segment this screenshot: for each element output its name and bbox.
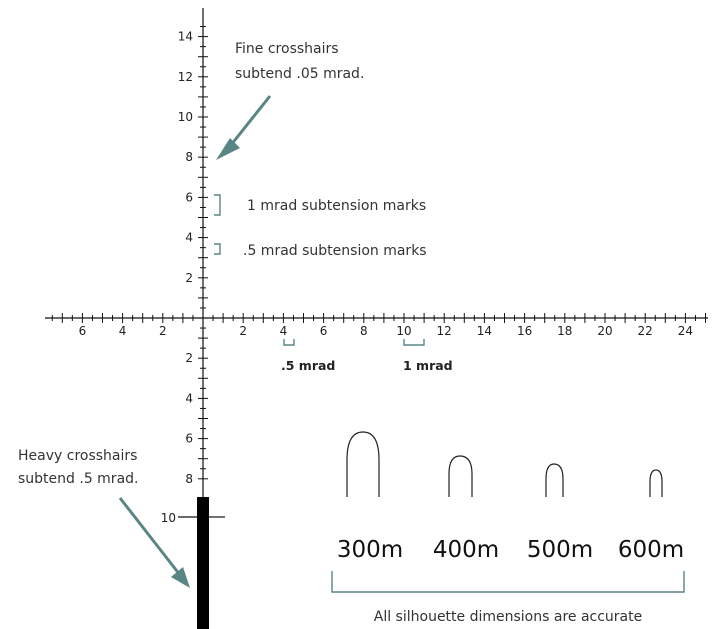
vertical-tick-label: 8 (185, 150, 193, 164)
horizontal-tick-label: 2 (239, 324, 247, 338)
silhouette-600m (649, 469, 663, 497)
range-500m: 500m (527, 537, 593, 563)
vertical-tick-label: 14 (178, 30, 193, 44)
horizontal-tick-label: 12 (437, 324, 452, 338)
vertical-tick-label: 2 (185, 271, 193, 285)
horizontal-tick-label: 22 (638, 324, 653, 338)
range-600m: 600m (618, 537, 684, 563)
horizontal-tick-label: 8 (360, 324, 368, 338)
silhouette-300m (346, 431, 380, 497)
horizontal-tick-label: 4 (280, 324, 288, 338)
half-mrad-marks-label: .5 mrad subtension marks (243, 243, 427, 259)
one-mrad-hbracket-icon (403, 339, 425, 346)
horizontal-tick-label: 6 (79, 324, 87, 338)
horizontal-tick-label: 14 (477, 324, 492, 338)
subtension-ticks (51, 26, 706, 480)
vertical-tick-label: 6 (185, 190, 193, 204)
range-300m: 300m (337, 537, 403, 563)
half-mrad-bracket-icon (214, 243, 221, 255)
horizontal-tick-label: 24 (678, 324, 693, 338)
horizontal-tick-label: 20 (597, 324, 612, 338)
heavy-post-label: 10 (161, 511, 176, 525)
vertical-tick-label: 10 (178, 110, 193, 124)
heavy-crosshairs-arrow (118, 497, 190, 588)
range-400m: 400m (433, 537, 499, 563)
vertical-tick-label: 4 (185, 391, 193, 405)
horizontal-tick-label: 10 (396, 324, 411, 338)
silhouette-500m (545, 463, 564, 497)
vertical-tick-label: 2 (185, 351, 193, 365)
horizontal-tick-label: 6 (320, 324, 328, 338)
fine-crosshairs-line2: subtend .05 mrad. (235, 66, 364, 82)
silhouette-400m (448, 455, 473, 497)
heavy-crosshairs-line2: subtend .5 mrad. (18, 471, 138, 487)
silhouette-caption: All silhouette dimensions are accurate (374, 609, 643, 625)
half-mrad-label: .5 mrad (281, 358, 335, 373)
vertical-tick-label: 4 (185, 231, 193, 245)
horizontal-tick-label: 16 (517, 324, 532, 338)
fine-crosshairs-arrow (216, 95, 272, 160)
silhouette-caption-bracket (331, 571, 685, 593)
vertical-tick-label: 6 (185, 432, 193, 446)
vertical-tick-label: 8 (185, 472, 193, 486)
horizontal-tick-label: 2 (159, 324, 167, 338)
one-mrad-marks-label: 1 mrad subtension marks (247, 198, 426, 214)
horizontal-tick-label: 18 (557, 324, 572, 338)
one-mrad-bracket-icon (214, 194, 221, 216)
half-mrad-hbracket-icon (283, 339, 295, 346)
heavy-crosshairs-line1: Heavy crosshairs (18, 448, 137, 464)
vertical-tick-label: 12 (178, 70, 193, 84)
horizontal-tick-label: 4 (119, 324, 127, 338)
fine-crosshairs-line1: Fine crosshairs (235, 41, 339, 57)
one-mrad-label: 1 mrad (403, 358, 453, 373)
heavy-crosshair-post (197, 497, 209, 629)
